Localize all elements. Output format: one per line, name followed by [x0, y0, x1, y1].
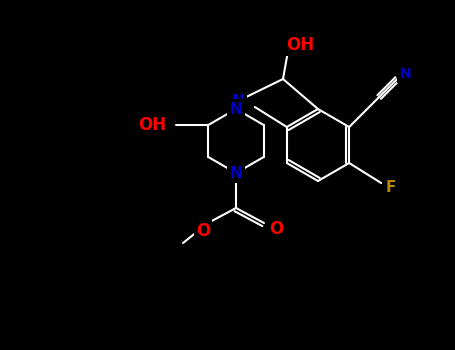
Text: F: F	[386, 181, 396, 196]
Text: N: N	[230, 102, 243, 117]
Text: OH: OH	[138, 116, 166, 134]
Text: OH: OH	[286, 36, 314, 54]
Text: N: N	[232, 93, 244, 108]
Text: O: O	[269, 220, 283, 238]
Text: N: N	[230, 166, 243, 181]
Text: N: N	[399, 67, 411, 81]
Text: O: O	[196, 222, 210, 240]
